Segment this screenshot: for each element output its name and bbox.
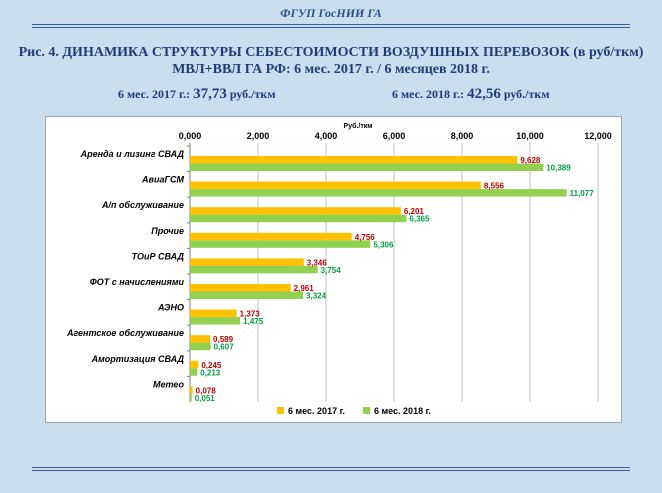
data-label-2018: 10,389 [546,164,571,173]
bar-2018 [190,240,371,248]
bar-2018 [190,163,544,171]
bar-2018 [190,317,241,325]
category-label: А/п обслуживание [101,200,184,210]
bar-2017 [190,207,401,215]
data-label-2017: 3,346 [307,258,328,267]
category-label: Агентское обслуживание [66,328,184,338]
bar-2018 [190,189,567,197]
bottom-divider-second [32,470,630,471]
chart-title-line2: МВЛ+ВВЛ ГА РФ: 6 мес. 2017 г. / 6 месяце… [172,62,490,77]
chart-title: Рис. 4. ДИНАМИКА СТРУКТУРЫ СЕБЕСТОИМОСТИ… [10,44,652,78]
legend-swatch-2018 [363,407,370,414]
data-label-2017: 1,373 [240,310,261,319]
legend-label-2017: 6 мес. 2017 г. [288,406,345,416]
data-label-2017: 2,961 [294,284,315,293]
bar-2018 [190,214,407,223]
chart-panel: Руб./ткм 0,000 2,000 4,000 6,000 8,000 10,000 1… [45,116,622,423]
data-label-2017: 6,201 [404,207,425,216]
data-label-2018: 11,077 [570,189,595,198]
bar-2017 [190,386,193,394]
x-tick-label: 2,000 [247,131,270,141]
bar-2017 [190,284,291,292]
x-tick-label: 4,000 [315,131,338,141]
bottom-divider [32,467,630,468]
bar-2018 [190,342,211,351]
x-tick-label: 12,000 [584,131,612,141]
summary-2018-value: 42,56 [467,86,501,102]
data-label-2018: 6,365 [409,215,430,224]
data-label-2018: 0,051 [195,394,216,403]
bar-2017 [190,232,352,241]
top-divider [32,24,630,25]
top-divider-second [32,27,630,28]
data-label-2017: 8,556 [484,182,505,191]
bar-chart: Руб./ткм 0,000 2,000 4,000 6,000 8,000 10,000 1… [66,122,612,416]
organization-name: ФГУП ГосНИИ ГА [280,6,382,20]
x-tick-label: 10,000 [516,131,544,141]
x-tick-label: 6,000 [383,131,406,141]
data-label-2017: 0,245 [201,361,222,370]
summary-2017-value: 37,73 [193,86,227,102]
summary-2017-label: 6 мес. 2017 г.: [118,87,191,101]
data-label-2017: 0,589 [213,335,234,344]
bar-2018 [190,291,304,299]
legend-label-2018: 6 мес. 2018 г. [374,406,431,416]
summary-2017: 6 мес. 2017 г.: 37,73 руб./ткм [118,86,276,103]
data-label-2018: 5,306 [373,240,394,249]
bar-2017 [190,181,481,190]
bar-2018 [190,393,192,402]
x-tick-label: 8,000 [451,131,474,141]
category-label: Амортизация СВАД [91,354,185,364]
x-tick-label: 0,000 [179,131,202,141]
summary-2018: 6 мес. 2018 г.: 42,56 руб./ткм [392,86,550,103]
bar-2017 [190,360,199,369]
chart-title-line1: Рис. 4. ДИНАМИКА СТРУКТУРЫ СЕБЕСТОИМОСТИ… [18,45,644,60]
bar-2018 [190,368,198,376]
data-label-2017: 0,078 [196,386,217,395]
summary-2018-unit: руб./ткм [503,87,550,101]
bar-2017 [190,309,237,318]
summary-2017-unit: руб./ткм [229,87,276,101]
category-label: ФОТ с начислениями [90,277,185,287]
legend-swatch-2017 [277,407,284,414]
bar-2017 [190,335,211,343]
data-label-2017: 9,628 [520,156,541,165]
category-label: АвиаГСМ [141,175,184,185]
category-label: Прочие [151,226,184,236]
category-label: Аренда и лизинг СВАД [80,149,185,159]
bar-2018 [190,265,318,274]
data-label-2018: 0,607 [214,343,235,352]
summary-2018-label: 6 мес. 2018 г.: [392,87,465,101]
bar-2017 [190,258,304,266]
data-label-2018: 3,324 [306,292,327,301]
category-label: АЭНО [157,303,184,313]
data-label-2018: 3,754 [321,266,342,275]
data-label-2017: 4,756 [355,233,376,242]
data-label-2018: 0,213 [200,368,221,377]
unit-label: Руб./ткм [344,122,373,130]
bar-2017 [190,156,518,164]
data-label-2018: 1,475 [243,317,264,326]
category-label: ТОиР СВАД [132,251,185,261]
category-label: Метео [153,379,185,389]
